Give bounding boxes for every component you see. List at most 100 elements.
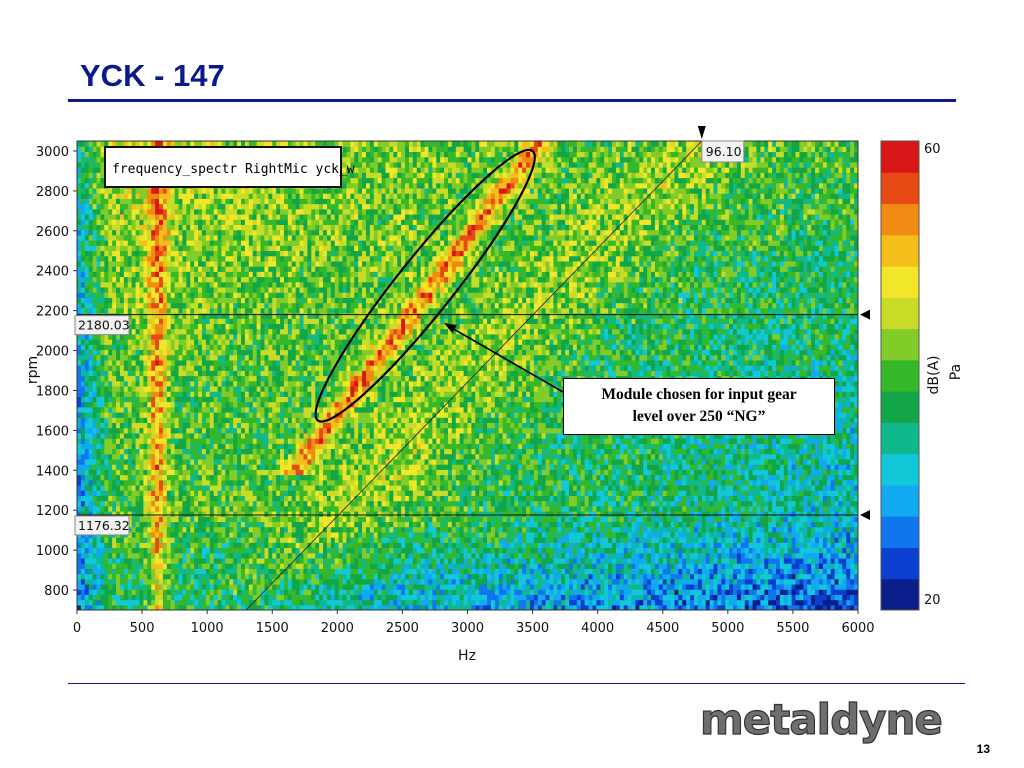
spectrogram-cell <box>693 490 699 496</box>
spectrogram-cell <box>143 521 148 528</box>
spectrogram-cell <box>611 594 617 601</box>
spectrogram-cell <box>112 578 117 585</box>
spectrogram-cell <box>799 479 804 486</box>
spectrogram-cell <box>100 490 105 496</box>
spectrogram-cell <box>323 526 328 533</box>
spectrogram-cell <box>104 490 109 496</box>
spectrogram-cell <box>159 495 164 502</box>
spectrogram-cell <box>580 552 586 559</box>
spectrogram-cell <box>444 542 449 549</box>
spectrogram-cell <box>803 583 808 590</box>
spectrogram-cell <box>510 552 515 559</box>
spectrogram-cell <box>647 495 652 502</box>
spectrogram-cell <box>518 484 523 491</box>
spectrogram-cell <box>779 521 785 528</box>
spectrogram-cell <box>596 568 601 575</box>
spectrogram-cell <box>666 604 672 610</box>
spectrogram-cell <box>623 594 629 601</box>
spectrogram-cell <box>615 599 621 606</box>
spectrogram-cell <box>119 490 125 496</box>
spectrogram-cell <box>772 578 777 585</box>
spectrogram-cell <box>584 547 590 554</box>
spectrogram-cell <box>334 500 340 507</box>
spectrogram-cell <box>662 537 668 543</box>
spectrogram-cell <box>518 604 523 610</box>
spectrogram-cell <box>381 547 387 554</box>
spectrogram-cell <box>502 516 508 523</box>
spectrogram-cell <box>104 594 109 601</box>
spectrogram-cell <box>182 573 187 580</box>
spectrogram-cell <box>514 547 519 554</box>
spectrogram-cell <box>350 604 355 610</box>
spectrogram-cell <box>377 594 383 601</box>
spectrogram-cell <box>280 484 285 491</box>
spectrogram-cell <box>518 563 523 569</box>
spectrogram-cell <box>178 568 184 575</box>
spectrogram-cell <box>776 495 781 502</box>
spectrogram-cell <box>768 505 773 512</box>
spectrogram-cell <box>518 531 523 538</box>
spectrogram-cell <box>354 516 359 523</box>
spectrogram-cell <box>736 568 742 575</box>
spectrogram-cell <box>365 521 371 528</box>
spectrogram-cell <box>315 583 320 590</box>
spectrogram-cell <box>627 516 633 523</box>
spectrogram-cell <box>358 510 363 517</box>
spectrogram-cell <box>822 542 828 549</box>
spectrogram-cell <box>651 484 656 491</box>
spectrogram-cell <box>217 604 223 610</box>
spectrogram-cell <box>764 490 769 496</box>
spectrogram-cell <box>580 568 586 575</box>
spectrogram-cell <box>701 495 707 502</box>
spectrogram-cell <box>557 552 562 559</box>
spectrogram-cell <box>815 547 820 554</box>
spectrogram-cell <box>393 479 398 486</box>
spectrogram-cell <box>776 500 781 507</box>
spectrogram-cell <box>600 557 605 564</box>
spectrogram-cell <box>592 552 597 559</box>
spectrogram-cell <box>619 510 625 517</box>
spectrogram-cell <box>373 568 379 575</box>
spectrogram-cell <box>295 500 301 507</box>
spectrogram-cell <box>463 510 469 517</box>
spectrogram-cell <box>241 583 246 590</box>
spectrogram-cell <box>155 573 160 580</box>
spectrogram-cell <box>225 583 230 590</box>
spectrogram-cell <box>147 484 152 491</box>
spectrogram-cell <box>627 505 633 512</box>
spectrogram-cell <box>744 495 750 502</box>
spectrogram-cell <box>182 479 187 486</box>
spectrogram-cell <box>362 583 367 590</box>
spectrogram-cell <box>654 516 660 523</box>
spectrogram-cell <box>721 516 726 523</box>
spectrogram-cell <box>268 495 273 502</box>
spectrogram-cell <box>510 516 515 523</box>
spectrogram-cell <box>319 484 324 491</box>
spectrogram-cell <box>537 495 543 502</box>
spectrogram-cell <box>408 484 414 491</box>
spectrogram-cell <box>787 547 793 554</box>
spectrogram-cell <box>748 547 754 554</box>
spectrogram-cell <box>139 531 144 538</box>
spectrogram-cell <box>440 521 445 528</box>
spectrogram-cell <box>178 583 184 590</box>
spectrogram-cell <box>838 594 843 601</box>
spectrogram-cell <box>205 542 211 549</box>
spectrogram-cell <box>84 557 90 564</box>
spectrogram-cell <box>217 573 223 580</box>
spectrogram-cell <box>311 495 316 502</box>
spectrogram-cell <box>748 573 754 580</box>
spectrogram-cell <box>572 526 578 533</box>
spectrogram-cell <box>670 500 676 507</box>
spectrogram-cell <box>319 583 324 590</box>
spectrogram-cell <box>408 563 414 569</box>
spectrogram-cell <box>475 505 480 512</box>
spectrogram-cell <box>768 531 773 538</box>
spectrogram-cell <box>416 526 422 533</box>
spectrogram-cell <box>596 542 601 549</box>
spectrogram-cell <box>615 552 621 559</box>
spectrogram-cell <box>557 578 562 585</box>
spectrogram-cell <box>123 599 129 606</box>
spectrogram-cell <box>326 542 332 549</box>
spectrogram-cell <box>412 599 418 606</box>
